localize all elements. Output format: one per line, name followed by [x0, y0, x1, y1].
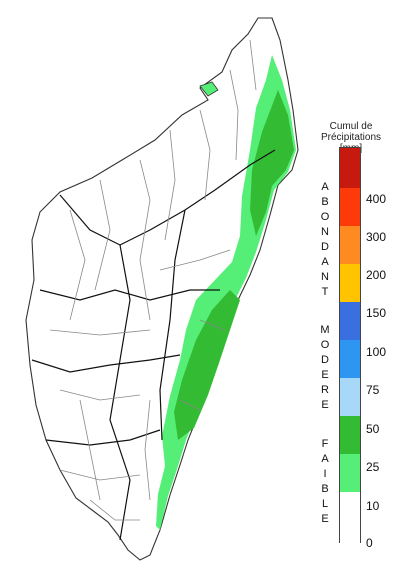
legend-category-letter: D: [321, 241, 329, 253]
legend-tick: 400: [366, 192, 387, 206]
legend-tick: 10: [366, 499, 380, 513]
legend-tick: 75: [366, 383, 380, 397]
madagascar-landmass: [25, 17, 299, 561]
legend-category-letter: N: [321, 271, 329, 283]
legend-swatch-50: [340, 378, 360, 416]
legend-swatch-150: [340, 264, 360, 302]
legend-swatch-0: [340, 492, 360, 544]
legend-swatch-75: [340, 340, 360, 378]
legend-category-letter: A: [321, 453, 329, 465]
legend-category-letter: N: [321, 226, 329, 238]
legend-tick: 25: [366, 460, 380, 474]
legend-category-letter: B: [321, 196, 329, 208]
legend-swatch-10: [340, 454, 360, 492]
nosy-be-islet: [199, 81, 219, 97]
legend-swatch-400: [340, 148, 360, 188]
rain-zone-dark-north: [250, 90, 294, 236]
legend-category-letter: E: [321, 399, 329, 411]
legend-tick: 300: [366, 230, 387, 244]
legend-category-letter: I: [323, 468, 327, 480]
legend-category-letter: T: [321, 286, 329, 298]
legend-category-letter: A: [321, 181, 329, 193]
legend-swatch-200: [340, 226, 360, 264]
rain-zone-dark-central: [174, 290, 240, 440]
legend-category-letter: B: [321, 483, 329, 495]
legend-tick: 50: [366, 422, 380, 436]
legend-title-line: Précipitations: [320, 132, 382, 143]
legend-category-letter: O: [320, 339, 330, 351]
legend-tick: 150: [366, 306, 387, 320]
legend-category-letter: A: [321, 256, 329, 268]
legend-tick: 200: [366, 268, 387, 282]
legend-category-letter: E: [321, 369, 329, 381]
legend-swatch-100: [340, 302, 360, 340]
legend-category-letter: E: [321, 513, 329, 525]
district-borders: [49, 39, 257, 521]
legend-category-letter: F: [321, 438, 329, 450]
legend-tick: 0: [366, 536, 373, 550]
legend-category-letter: O: [320, 211, 330, 223]
legend-category-letter: M: [320, 324, 330, 336]
legend-category-letter: R: [321, 384, 329, 396]
region-borders: [31, 149, 276, 541]
legend-category-letter: L: [321, 498, 329, 510]
legend-swatch-300: [340, 188, 360, 226]
legend-tick: 100: [366, 345, 387, 359]
legend-category-letter: D: [321, 354, 329, 366]
legend-swatch-25: [340, 416, 360, 454]
legend-title-line: Cumul de: [329, 121, 373, 132]
legend-colorbar: [339, 147, 361, 544]
